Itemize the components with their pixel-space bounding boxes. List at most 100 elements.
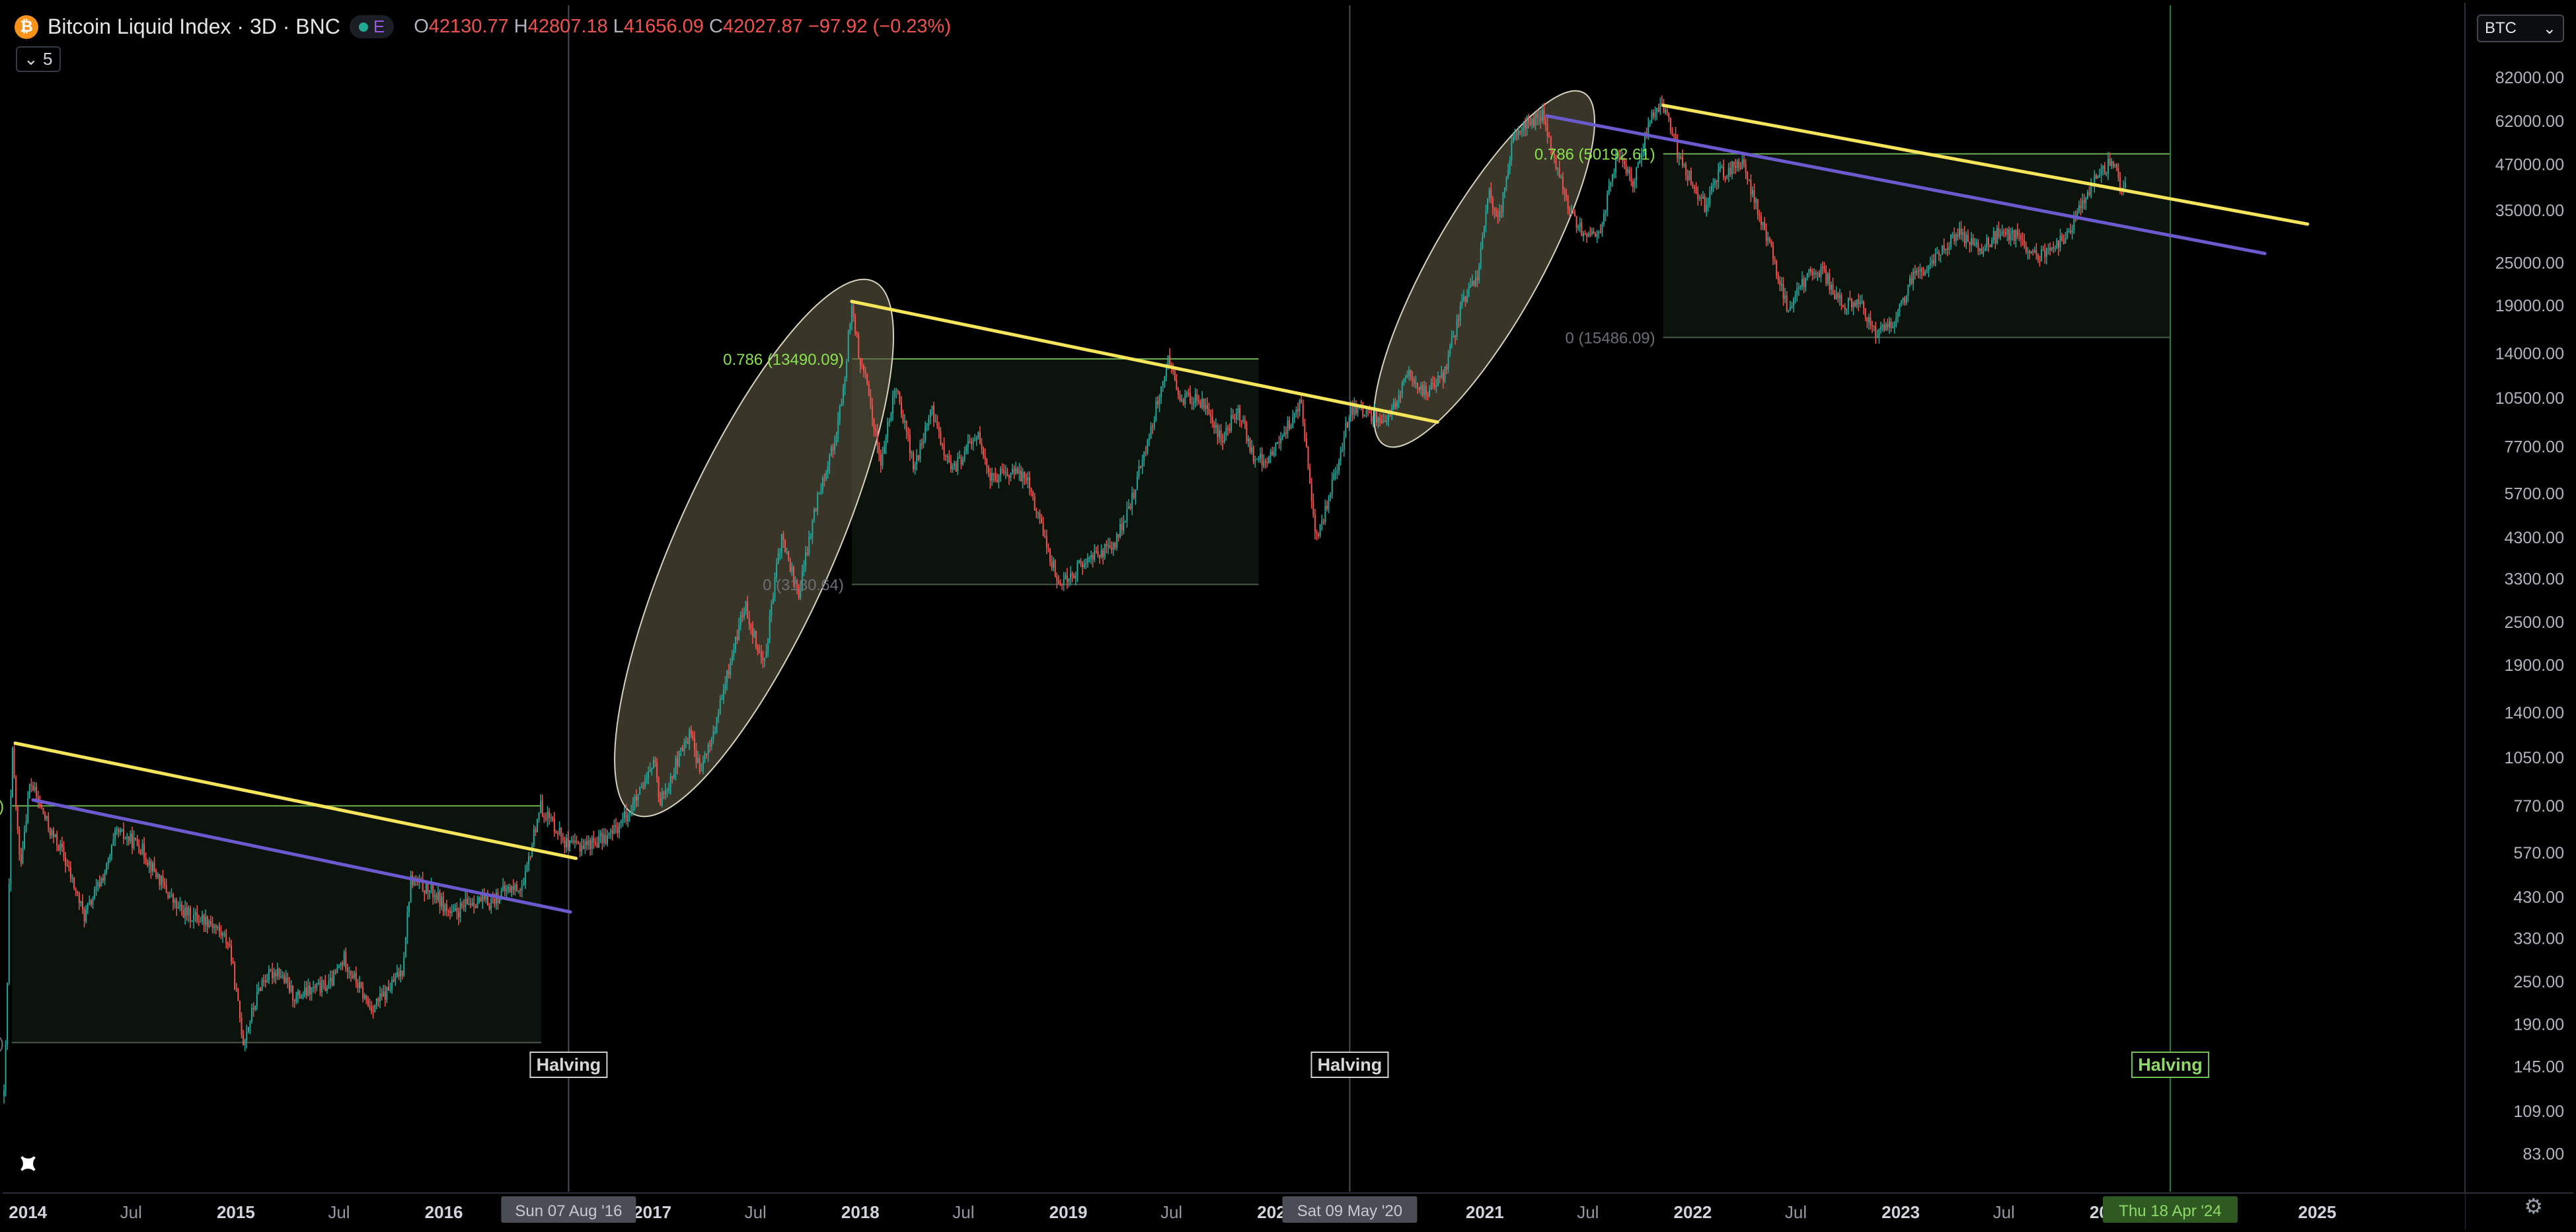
candle-body [1473,280,1475,286]
trendline-purple [1545,114,2267,256]
candle-body [1883,325,1885,330]
candle-body [603,834,605,843]
candle-body [565,837,567,848]
candle-body [547,812,549,820]
candle-body [829,455,831,467]
candle-body [1507,170,1509,177]
candle-body [1141,459,1143,467]
candle-body [891,397,893,414]
market-status-badge[interactable]: E [349,15,395,38]
currency-select[interactable]: BTC ⌄ [2477,15,2564,42]
candle-body [1051,562,1053,568]
candle-body [381,993,383,997]
candle-body [1974,243,1976,245]
candle-body [914,464,916,470]
candle-body [805,552,807,566]
candle-body [1598,231,1600,233]
candle-body [907,432,909,436]
y-tick-label: 250.00 [2514,973,2564,991]
candle-body [678,750,680,767]
candle-body [526,864,528,872]
candle-body [1367,410,1369,412]
candle-body [1607,194,1609,211]
candle-body [772,597,774,604]
candle-body [164,882,166,886]
candle-body [2065,237,2066,244]
candle-body [28,784,30,798]
candle-body [1729,168,1731,174]
candle-body [1678,157,1680,159]
candle-body [808,537,810,555]
candle-body [654,760,656,763]
candle-body [1041,518,1043,523]
candle-body [1324,506,1326,522]
candle-body [1726,176,1728,178]
candle-body [1363,414,1365,416]
candle-body [1640,153,1642,160]
candle-body [1086,558,1088,563]
candle-body [1953,234,1955,241]
candle-body [205,916,207,925]
candle-body [1534,114,1536,127]
settings-gear-icon[interactable]: ⚙ [2524,1194,2543,1218]
candle-body [533,829,535,845]
candle-body [1156,401,1158,404]
candle-body [37,796,39,800]
candle-body [1793,298,1795,306]
candle-body [1548,135,1550,137]
candle-body [1223,435,1225,443]
candle-body [1039,512,1041,519]
x-tick-label: Jul [1577,1202,1599,1222]
candle-body [784,540,786,553]
candle-body [724,683,726,691]
candle-body [508,886,510,889]
candle-body [2076,211,2078,219]
candle-body [1735,166,1737,168]
candle-body [1767,237,1769,241]
candle-body [1150,426,1152,439]
candle-body [1809,268,1811,272]
candle-body [2051,247,2053,250]
candle-body [1963,232,1965,244]
candle-body [1791,305,1793,308]
candle-body [1996,227,1998,244]
candle-body [803,565,805,572]
candle-body [818,492,820,494]
candle-body [123,829,125,839]
candle-body [1281,436,1283,438]
candle-body [1741,159,1743,169]
candle-body [880,454,882,466]
candle-body [1394,403,1396,407]
candle-body [1823,266,1825,270]
candle-body [878,445,880,455]
candle-body [769,615,771,639]
candle-body [1516,135,1518,136]
candle-body [437,892,439,900]
candle-body [165,885,167,892]
candle-body [736,636,738,640]
candle-body [844,378,846,388]
candle-body [1835,293,1837,299]
candle-body [471,902,473,905]
candle-body [753,631,755,637]
candle-body [1148,438,1150,440]
candle-body [771,603,773,616]
indicators-toggle-button[interactable]: ⌄ 5 [16,46,61,72]
candle-body [384,991,386,1000]
candle-body [2041,249,2043,261]
candle-body [685,741,687,742]
candle-body [1442,371,1444,381]
candle-body [1345,422,1347,438]
candle-body [1603,213,1605,225]
candle-body [1022,471,1024,482]
candle-body [1240,420,1242,422]
candle-body [1902,297,1904,301]
symbol-title[interactable]: Bitcoin Liquid Index · 3D · BNC [48,15,340,38]
candle-body [442,896,444,912]
candle-body [36,787,38,797]
candle-body [200,921,202,923]
candle-body [2102,165,2104,169]
candle-body [1461,300,1463,307]
candle-body [1579,222,1581,227]
